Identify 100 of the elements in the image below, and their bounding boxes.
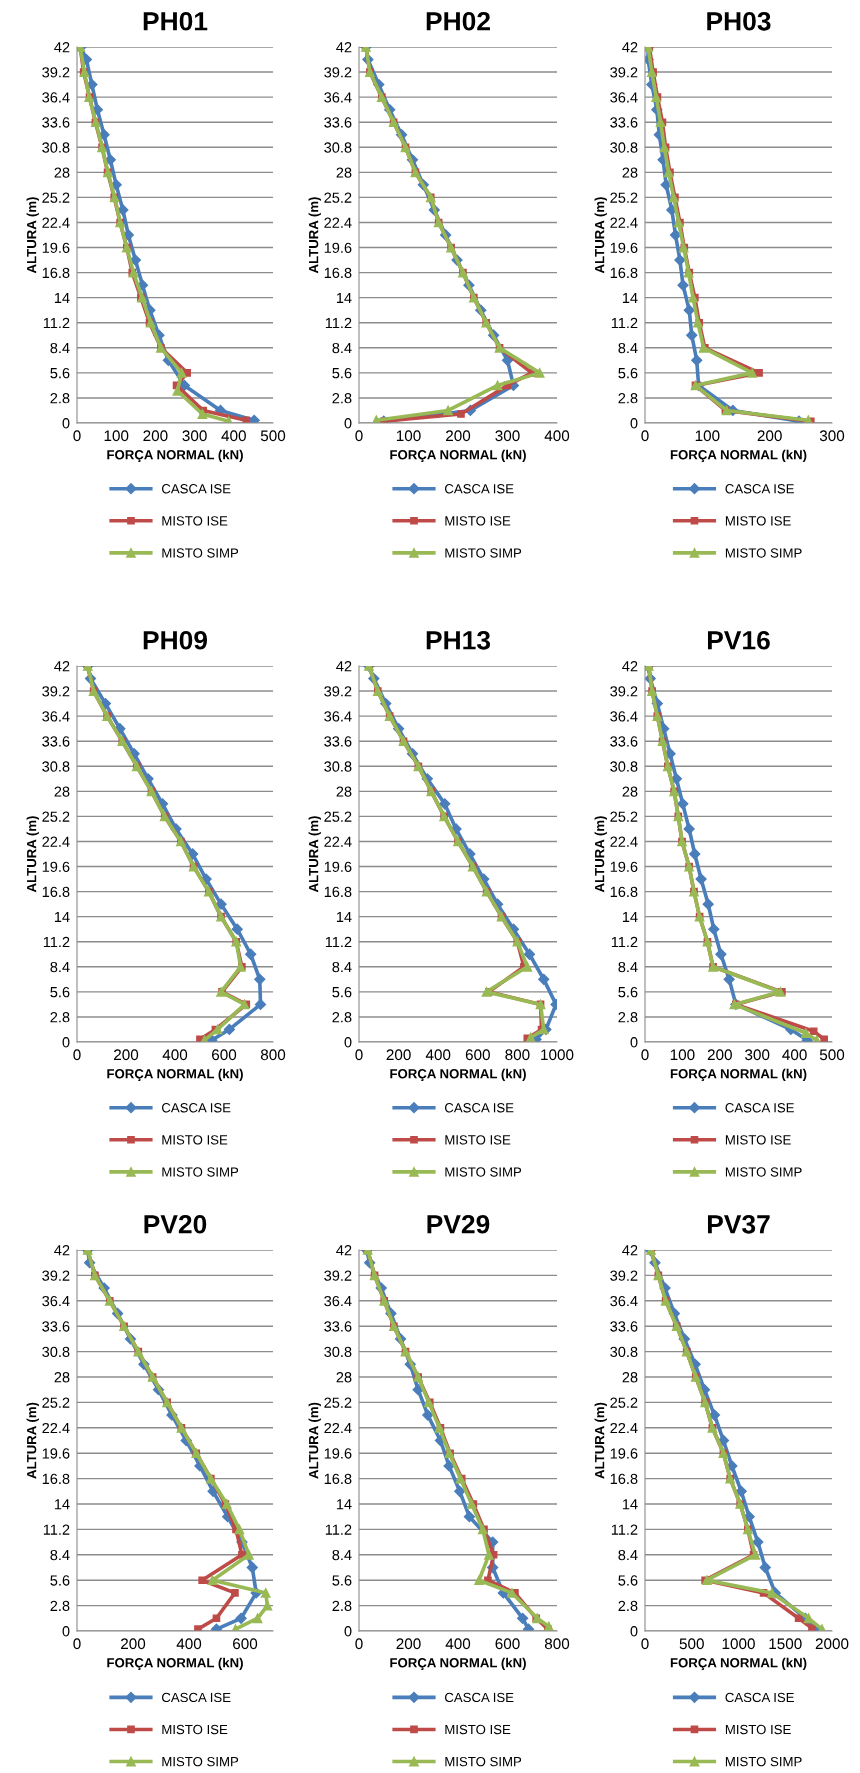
- x-tick-label: 500: [819, 1049, 845, 1061]
- x-tick-label: 1000: [722, 1638, 755, 1650]
- x-tick-label: 200: [396, 1638, 421, 1650]
- x-tick-label: 1000: [541, 1049, 574, 1061]
- x-tick-label: 200: [114, 1049, 139, 1061]
- y-tick-label: 42: [336, 1245, 352, 1256]
- legend-label: MISTO ISE: [725, 1724, 791, 1735]
- x-tick-label: 300: [745, 1049, 770, 1061]
- y-tick-label: 11.2: [325, 1524, 352, 1535]
- x-axis-title: FORÇA NORMAL (kN): [107, 449, 243, 463]
- x-tick-label: 0: [73, 1638, 81, 1650]
- y-tick-label: 28: [54, 167, 70, 178]
- y-tick-label: 11.2: [611, 1524, 638, 1535]
- y-tick-label: 11.2: [611, 317, 638, 329]
- legend-label: MISTO SIMP: [445, 1167, 522, 1177]
- chart-title: PV37: [707, 1214, 770, 1234]
- x-tick-label: 500: [260, 430, 286, 442]
- x-axis-title: FORÇA NORMAL (kN): [670, 449, 807, 463]
- legend-label: MISTO SIMP: [725, 1756, 802, 1767]
- y-tick-label: 2.8: [618, 1600, 638, 1612]
- y-tick-label: 36.4: [42, 711, 70, 722]
- y-tick-label: 28: [622, 786, 638, 797]
- y-tick-label: 39.2: [42, 686, 70, 697]
- y-tick-label: 8.4: [50, 961, 70, 973]
- chart-title: PV29: [427, 1214, 490, 1234]
- y-axis-title: ALTURA (m): [594, 1402, 607, 1479]
- y-tick-label: 14: [622, 911, 638, 922]
- y-tick-label: 19.6: [42, 1448, 70, 1459]
- x-tick-label: 200: [707, 1049, 732, 1061]
- y-tick-label: 2.8: [50, 1012, 70, 1023]
- x-tick-label: 0: [641, 1638, 649, 1650]
- x-tick-label: 400: [176, 1638, 202, 1650]
- y-tick-label: 11.2: [43, 317, 70, 329]
- y-tick-label: 14: [54, 911, 70, 922]
- legend-label: CASCA ISE: [445, 1103, 514, 1113]
- legend-label: MISTO SIMP: [162, 548, 239, 558]
- x-tick-label: 200: [386, 1049, 411, 1061]
- legend-label: MISTO SIMP: [725, 1167, 802, 1177]
- x-tick-label: 200: [757, 430, 782, 442]
- y-tick-label: 42: [622, 42, 638, 53]
- y-axis-title: ALTURA (m): [308, 1402, 321, 1479]
- y-tick-label: 14: [622, 292, 638, 303]
- y-tick-label: 36.4: [610, 1295, 638, 1307]
- y-tick-label: 33.6: [610, 117, 638, 128]
- x-tick-label: 100: [670, 1049, 695, 1061]
- y-tick-label: 22.4: [42, 1422, 70, 1434]
- x-tick-label: 0: [641, 430, 649, 442]
- y-tick-label: 11.2: [43, 1524, 70, 1535]
- y-tick-label: 8.4: [50, 1549, 70, 1561]
- legend-label: MISTO ISE: [725, 1135, 791, 1145]
- y-tick-label: 14: [336, 1499, 352, 1510]
- y-tick-label: 16.8: [324, 886, 352, 898]
- y-tick-label: 11.2: [325, 936, 352, 948]
- x-tick-label: 1500: [769, 1638, 802, 1650]
- y-tick-label: 33.6: [324, 736, 352, 747]
- x-axis-title: FORÇA NORMAL (kN): [390, 449, 526, 463]
- y-tick-label: 22.4: [324, 836, 352, 847]
- y-tick-label: 42: [622, 661, 638, 672]
- y-tick-label: 11.2: [611, 936, 638, 948]
- y-tick-label: 39.2: [42, 67, 70, 78]
- y-tick-label: 42: [622, 1245, 638, 1256]
- y-tick-label: 33.6: [610, 1321, 638, 1332]
- y-tick-label: 8.4: [618, 961, 638, 973]
- y-tick-label: 25.2: [324, 811, 352, 822]
- y-tick-label: 30.8: [324, 761, 352, 772]
- chart-title: PH02: [426, 11, 490, 31]
- legend-label: CASCA ISE: [445, 484, 514, 494]
- x-tick-label: 0: [641, 1049, 649, 1061]
- x-tick-label: 100: [396, 430, 421, 442]
- y-tick-label: 16.8: [610, 886, 638, 898]
- x-tick-label: 300: [182, 430, 207, 442]
- y-tick-label: 30.8: [324, 142, 352, 153]
- x-tick-label: 600: [233, 1638, 258, 1650]
- y-tick-label: 2.8: [332, 1600, 352, 1612]
- x-tick-label: 0: [355, 1638, 363, 1650]
- y-tick-label: 39.2: [324, 686, 352, 697]
- y-axis-title: ALTURA (m): [26, 816, 39, 893]
- y-tick-label: 16.8: [610, 267, 638, 279]
- legend-label: MISTO SIMP: [162, 1167, 239, 1177]
- y-tick-label: 36.4: [610, 711, 638, 722]
- x-tick-label: 400: [221, 430, 246, 442]
- y-tick-label: 0: [344, 418, 352, 429]
- y-tick-label: 22.4: [42, 217, 70, 228]
- y-tick-label: 14: [54, 1499, 70, 1510]
- y-tick-label: 8.4: [618, 1549, 638, 1561]
- y-tick-label: 11.2: [43, 936, 70, 948]
- x-tick-label: 800: [260, 1049, 286, 1061]
- y-tick-label: 22.4: [610, 1422, 638, 1434]
- y-tick-label: 0: [62, 1626, 70, 1637]
- x-tick-label: 2000: [815, 1638, 849, 1650]
- y-tick-label: 30.8: [610, 1346, 638, 1358]
- legend-label: MISTO SIMP: [162, 1756, 239, 1767]
- y-tick-label: 8.4: [50, 342, 70, 354]
- y-tick-label: 33.6: [324, 117, 352, 128]
- y-tick-label: 22.4: [324, 1422, 352, 1434]
- legend-label: MISTO SIMP: [445, 1756, 522, 1767]
- y-tick-label: 0: [630, 418, 638, 429]
- x-tick-label: 100: [104, 430, 129, 442]
- y-tick-label: 16.8: [42, 886, 70, 898]
- y-tick-label: 14: [622, 1499, 638, 1510]
